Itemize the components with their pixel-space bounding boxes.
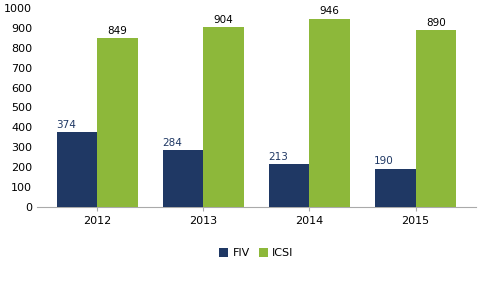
Bar xyxy=(416,30,456,206)
Text: 374: 374 xyxy=(56,120,76,130)
Text: 946: 946 xyxy=(320,7,339,16)
Text: 890: 890 xyxy=(426,18,445,28)
Text: 213: 213 xyxy=(268,152,288,162)
Bar xyxy=(269,164,310,206)
Text: 849: 849 xyxy=(108,26,127,36)
Legend: FIV, ICSI: FIV, ICSI xyxy=(215,244,298,263)
Bar xyxy=(310,19,350,206)
Bar xyxy=(375,169,416,206)
Text: 904: 904 xyxy=(214,15,233,25)
Bar xyxy=(204,27,244,206)
Text: 190: 190 xyxy=(374,156,394,166)
Bar xyxy=(163,150,204,206)
Text: 284: 284 xyxy=(162,138,182,148)
Bar xyxy=(57,132,97,206)
Bar xyxy=(97,38,138,206)
